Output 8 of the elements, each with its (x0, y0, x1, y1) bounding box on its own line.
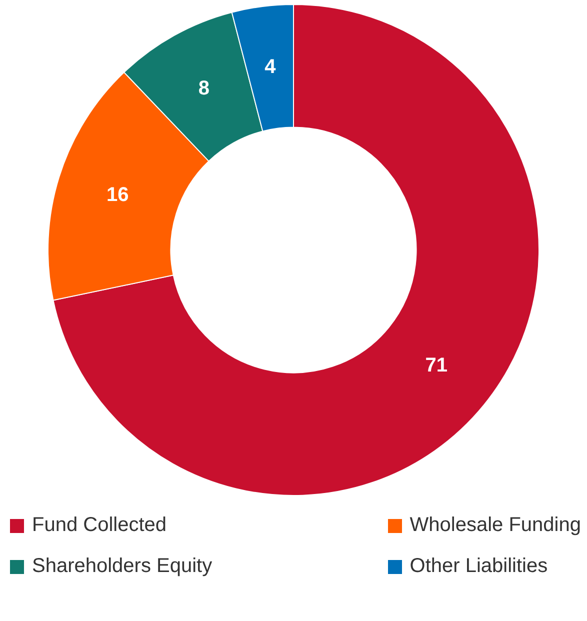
data-label: 8 (198, 78, 210, 100)
data-label: 16 (106, 184, 129, 206)
legend-label: Other Liabilities (410, 555, 548, 578)
legend-label: Wholesale Funding (410, 514, 581, 537)
legend-label: Fund Collected (32, 514, 167, 537)
legend-label: Shareholders Equity (32, 555, 212, 578)
data-label: 71 (425, 354, 448, 377)
data-label: 4 (264, 56, 277, 78)
